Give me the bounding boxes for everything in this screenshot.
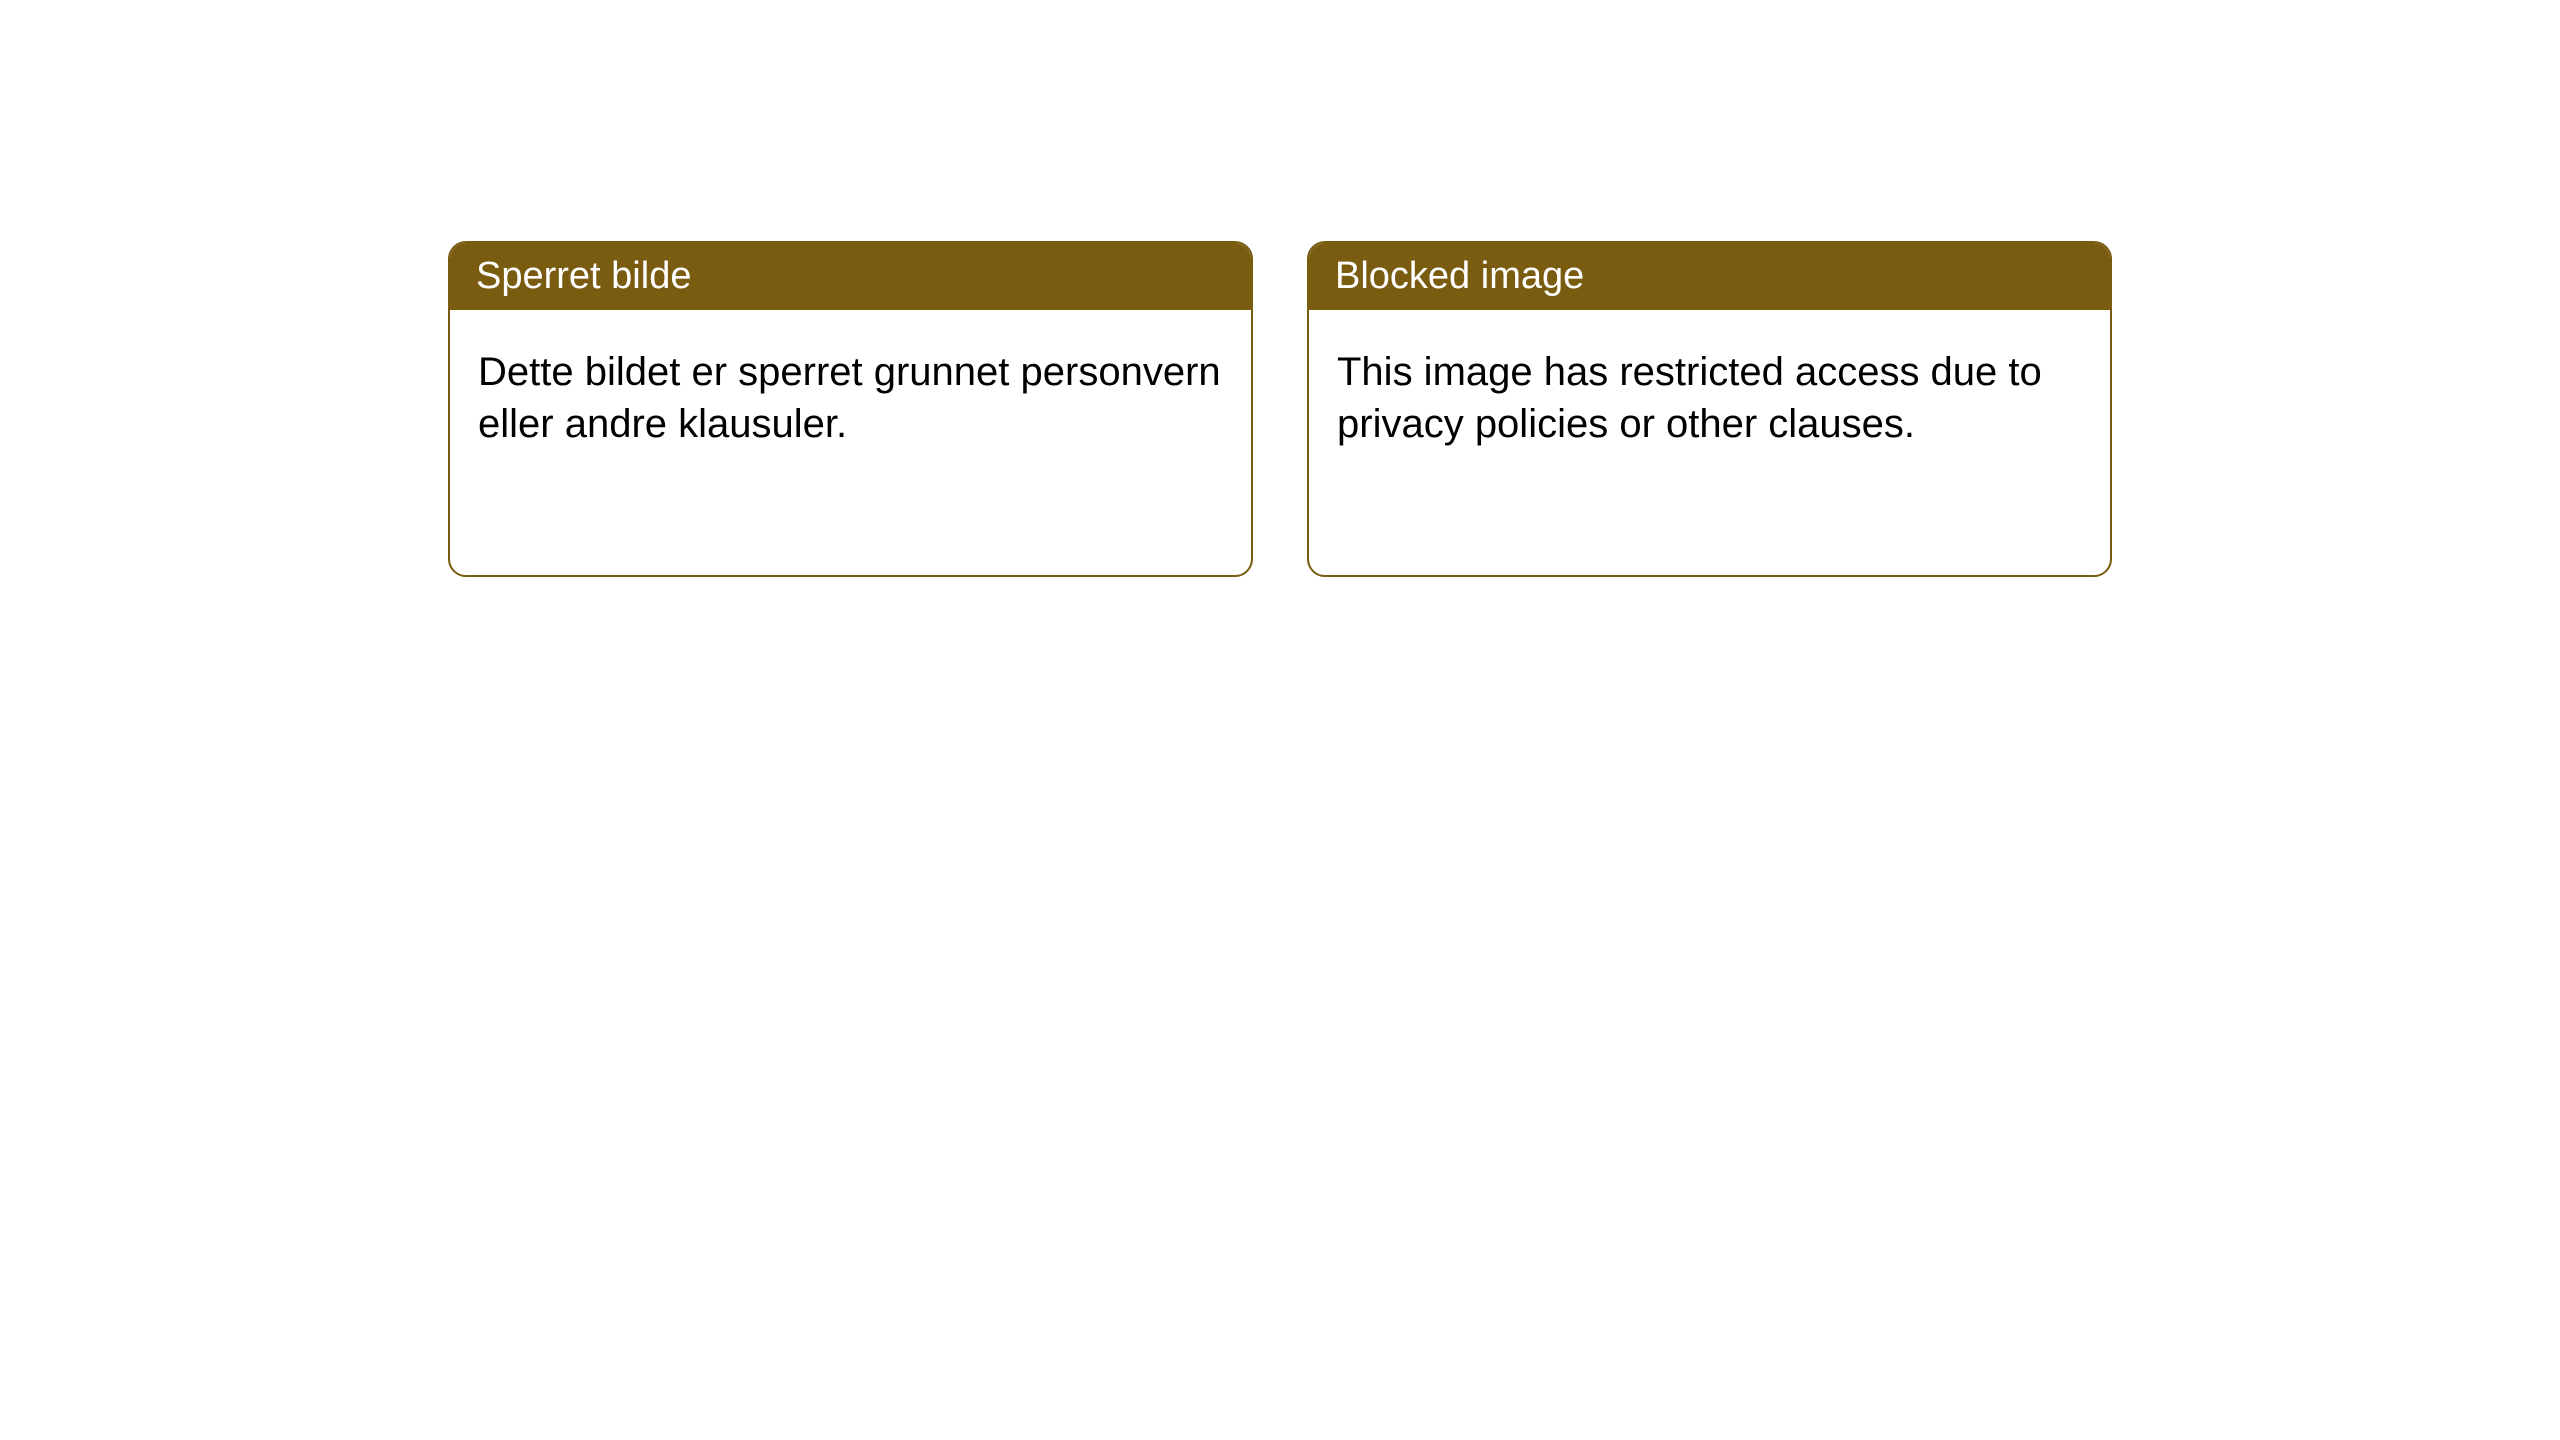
card-header-en: Blocked image — [1309, 243, 2110, 310]
card-body-no: Dette bildet er sperret grunnet personve… — [450, 310, 1251, 486]
cards-container: Sperret bilde Dette bildet er sperret gr… — [0, 0, 2560, 577]
card-body-en: This image has restricted access due to … — [1309, 310, 2110, 486]
blocked-image-card-en: Blocked image This image has restricted … — [1307, 241, 2112, 577]
card-header-no: Sperret bilde — [450, 243, 1251, 310]
blocked-image-card-no: Sperret bilde Dette bildet er sperret gr… — [448, 241, 1253, 577]
